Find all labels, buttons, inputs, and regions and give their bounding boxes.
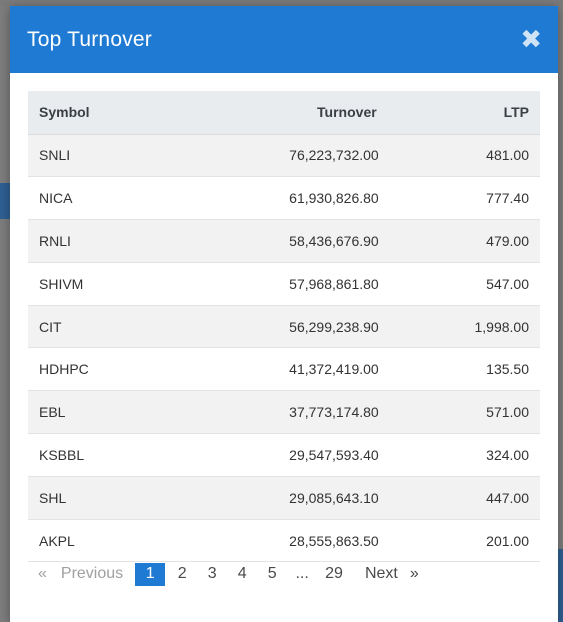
cell-ltp: 324.00 [389,433,540,477]
double-chevron-left-icon: « [38,565,47,582]
cell-ltp: 547.00 [389,262,540,306]
cell-turnover: 56,299,238.90 [170,305,390,349]
column-header-turnover: Turnover [170,91,390,135]
table-row: RNLI 58,436,676.90 479.00 [28,219,540,263]
cell-turnover: 41,372,419.00 [170,347,390,392]
cell-turnover: 28,555,863.50 [170,519,390,563]
cell-symbol: NICA [28,176,171,221]
cell-turnover: 29,085,643.10 [170,476,390,520]
table-row: SHL 29,085,643.10 447.00 [28,476,540,520]
turnover-table: Symbol Turnover LTP SNLI 76,223,732.00 4… [28,91,540,563]
table-row: HDHPC 41,372,419.00 135.50 [28,347,540,392]
pagination: « Previous 1 2 3 4 5 ... 29 Next » [38,562,419,586]
cell-ltp: 447.00 [389,476,540,520]
cell-symbol: EBL [28,390,171,435]
background-panel-edge [558,549,563,622]
close-icon[interactable]: ✖ [520,24,542,55]
table-row: NICA 61,930,826.80 777.40 [28,176,540,221]
cell-symbol: SHIVM [28,262,171,306]
previous-page-button[interactable]: « Previous [38,563,123,586]
table-header-row: Symbol Turnover LTP [28,91,540,135]
page-button-1[interactable]: 1 [135,562,166,586]
modal-header: Top Turnover ✖ [10,6,558,73]
table-row: CIT 56,299,238.90 1,998.00 [28,305,540,349]
double-chevron-right-icon: » [409,565,419,582]
table-row: SNLI 76,223,732.00 481.00 [28,134,540,178]
cell-symbol: CIT [28,305,171,349]
background-panel-header [0,183,10,219]
previous-label: Previous [60,565,124,582]
cell-symbol: AKPL [28,519,171,563]
page-ellipsis: ... [295,565,309,582]
cell-ltp: 135.50 [389,347,540,392]
column-header-ltp: LTP [389,91,540,135]
cell-ltp: 479.00 [389,219,540,263]
next-page-button[interactable]: Next » [365,563,419,586]
top-turnover-modal: Top Turnover ✖ Symbol Turnover LTP SNLI … [10,6,558,622]
cell-symbol: KSBBL [28,433,171,477]
cell-ltp: 201.00 [389,519,540,563]
cell-turnover: 61,930,826.80 [170,176,390,221]
page-button-29[interactable]: 29 [325,565,343,582]
table-row: AKPL 28,555,863.50 201.00 [28,519,540,563]
table-row: KSBBL 29,547,593.40 324.00 [28,433,540,477]
page-button-2[interactable]: 2 [177,565,187,582]
cell-symbol: SHL [28,476,171,520]
cell-ltp: 777.40 [389,176,540,221]
cell-symbol: SNLI [28,134,171,178]
table-row: SHIVM 57,968,861.80 547.00 [28,262,540,306]
column-header-symbol: Symbol [28,91,171,135]
cell-turnover: 57,968,861.80 [170,262,390,306]
cell-turnover: 29,547,593.40 [170,433,390,477]
cell-turnover: 76,223,732.00 [170,134,390,178]
modal-title: Top Turnover [27,27,152,51]
background-page [0,0,563,6]
cell-symbol: HDHPC [28,347,171,392]
page-button-5[interactable]: 5 [267,565,277,582]
page-button-3[interactable]: 3 [207,565,217,582]
cell-turnover: 37,773,174.80 [170,390,390,435]
turnover-table-container: Symbol Turnover LTP SNLI 76,223,732.00 4… [28,91,540,563]
cell-symbol: RNLI [28,219,171,263]
next-label: Next [364,565,398,582]
cell-ltp: 481.00 [389,134,540,178]
cell-ltp: 571.00 [389,390,540,435]
cell-turnover: 58,436,676.90 [170,219,390,263]
cell-ltp: 1,998.00 [389,305,540,349]
page-button-4[interactable]: 4 [237,565,247,582]
table-row: EBL 37,773,174.80 571.00 [28,390,540,435]
